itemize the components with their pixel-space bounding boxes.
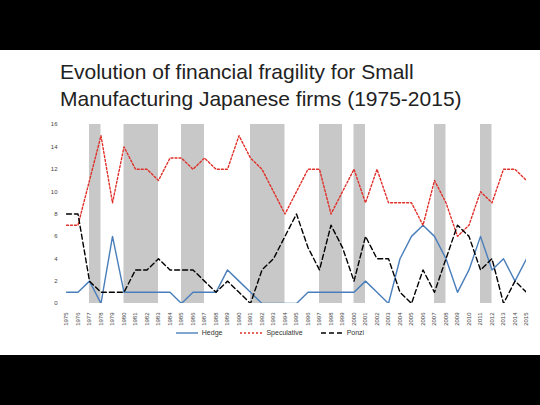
svg-text:1992: 1992 [259, 312, 265, 326]
svg-text:1989: 1989 [224, 312, 230, 326]
svg-text:2: 2 [54, 278, 58, 284]
svg-text:2010: 2010 [466, 312, 472, 326]
svg-text:1980: 1980 [121, 312, 127, 326]
svg-text:2013: 2013 [500, 312, 506, 326]
svg-text:1977: 1977 [86, 312, 92, 326]
svg-text:2009: 2009 [454, 312, 460, 326]
svg-text:1985: 1985 [178, 312, 184, 326]
svg-text:2008: 2008 [443, 312, 449, 326]
svg-text:4: 4 [54, 256, 58, 262]
svg-text:1983: 1983 [155, 312, 161, 326]
svg-text:2001: 2001 [362, 312, 368, 326]
svg-text:2006: 2006 [420, 312, 426, 326]
svg-text:1979: 1979 [109, 312, 115, 326]
svg-text:1993: 1993 [270, 312, 276, 326]
svg-text:8: 8 [54, 211, 58, 217]
svg-text:1978: 1978 [98, 312, 104, 326]
svg-text:2000: 2000 [351, 312, 357, 326]
html-text:Speculative: Speculative [266, 329, 303, 336]
svg-text:2007: 2007 [431, 312, 437, 326]
html-text:Hedge: Hedge [201, 329, 223, 336]
svg-text:1997: 1997 [316, 312, 322, 326]
svg-text:1999: 1999 [339, 312, 345, 326]
svg-text:1994: 1994 [282, 312, 288, 326]
svg-text:1986: 1986 [190, 312, 196, 326]
svg-text:1996: 1996 [305, 312, 311, 326]
svg-text:2015: 2015 [523, 312, 529, 326]
html-text:Ponzi: Ponzi [346, 329, 365, 336]
svg-text:1975: 1975 [63, 312, 69, 326]
svg-text:2003: 2003 [385, 312, 391, 326]
svg-text:1990: 1990 [236, 312, 242, 326]
svg-text:16: 16 [51, 121, 58, 127]
svg-text:1991: 1991 [247, 312, 253, 326]
svg-text:1981: 1981 [132, 312, 138, 326]
svg-text:14: 14 [51, 144, 58, 150]
svg-text:2014: 2014 [512, 312, 518, 326]
svg-text:2011: 2011 [477, 312, 483, 326]
svg-text:1987: 1987 [201, 312, 207, 326]
svg-text:1976: 1976 [75, 312, 81, 326]
svg-text:1998: 1998 [328, 312, 334, 326]
svg-text:1995: 1995 [293, 312, 299, 326]
svg-text:2005: 2005 [408, 312, 414, 326]
svg-text:1984: 1984 [167, 312, 173, 326]
html-text:Evolution of financial fragili: Evolution of financial fragility for Sma… [60, 60, 462, 110]
svg-text:1982: 1982 [144, 312, 150, 326]
svg-text:1988: 1988 [213, 312, 219, 326]
svg-text:2012: 2012 [489, 312, 495, 326]
svg-text:10: 10 [51, 189, 58, 195]
svg-text:0: 0 [54, 300, 58, 306]
svg-text:2002: 2002 [374, 312, 380, 326]
svg-text:2004: 2004 [397, 312, 403, 326]
svg-text:6: 6 [54, 233, 58, 239]
svg-text:12: 12 [51, 166, 58, 172]
